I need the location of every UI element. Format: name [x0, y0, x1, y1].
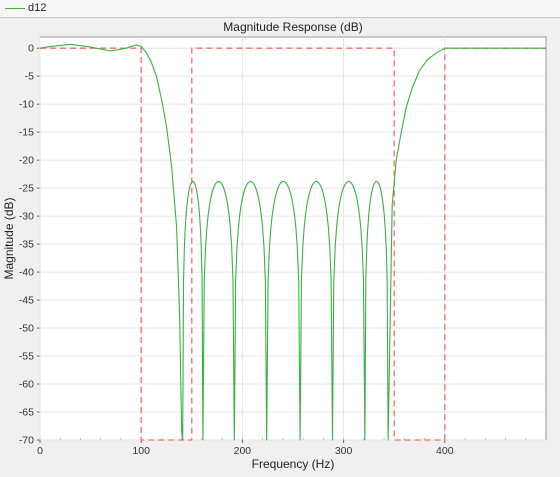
- y-tick-label: -5: [25, 71, 34, 83]
- chart-title: Magnitude Response (dB): [223, 20, 362, 34]
- y-tick-label: -70: [19, 435, 34, 447]
- x-tick-label: 100: [132, 445, 150, 457]
- y-tick-label: -60: [19, 379, 34, 391]
- legend-bar: d12: [0, 0, 560, 18]
- tick-labels: 0 -5 -10 -15 -20 -25 -30 -35 -40 -45 -50 -55 -60 -65 -…: [19, 43, 454, 457]
- plot-background: [39, 36, 547, 441]
- grid: [37, 37, 547, 443]
- response-line-d12: [39, 43, 546, 441]
- x-tick-label: 300: [335, 445, 353, 457]
- y-tick-label: -25: [19, 183, 34, 195]
- response-series: [39, 43, 546, 441]
- y-tick-label: -30: [19, 211, 34, 223]
- y-tick-label: -50: [19, 323, 34, 335]
- y-tick-label: -20: [19, 155, 34, 167]
- y-tick-label: -40: [19, 267, 34, 279]
- y-tick-label: -55: [19, 351, 34, 363]
- y-tick-label: 0: [28, 43, 34, 55]
- legend-label: d12: [28, 2, 47, 14]
- y-tick-label: -45: [19, 295, 34, 307]
- y-tick-label: -15: [19, 127, 34, 139]
- y-tick-label: -65: [19, 407, 34, 419]
- y-axis-label: Magnitude (dB): [2, 197, 16, 279]
- y-tick-label: -35: [19, 239, 34, 251]
- x-tick-label: 0: [37, 445, 43, 457]
- x-tick-label: 400: [436, 445, 454, 457]
- y-tick-label: -10: [19, 99, 34, 111]
- legend-swatch: [5, 8, 25, 9]
- x-tick-label: 200: [234, 445, 252, 457]
- x-axis-label: Frequency (Hz): [252, 457, 335, 471]
